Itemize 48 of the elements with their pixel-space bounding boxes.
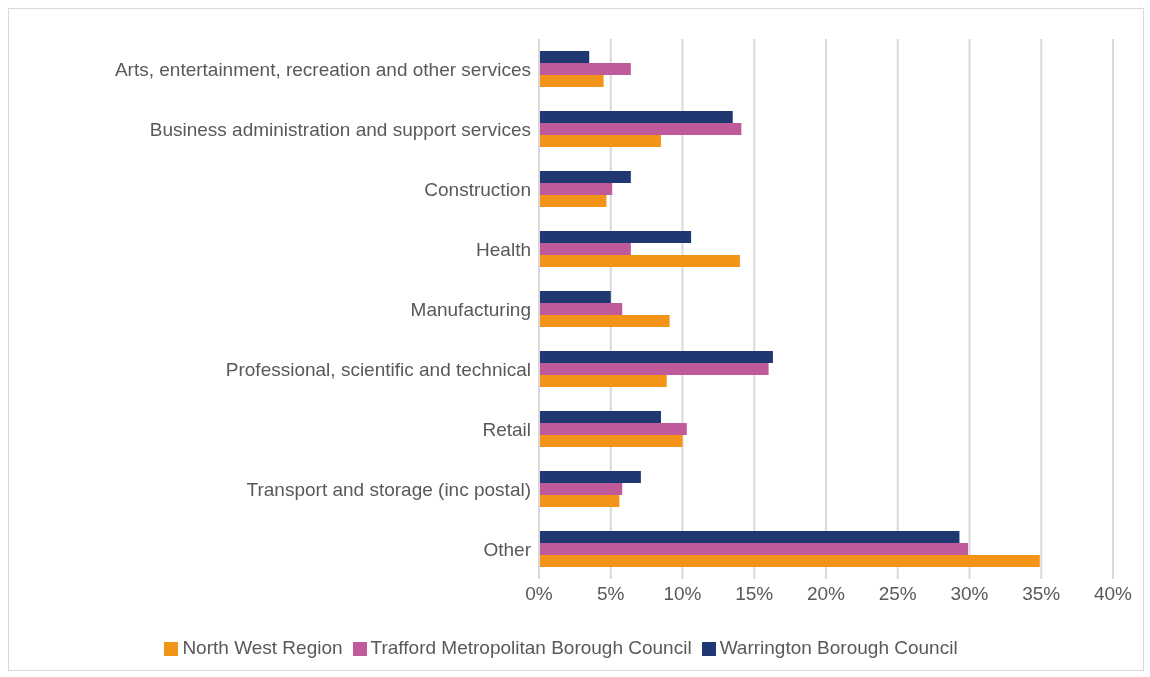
bar: [539, 243, 631, 255]
x-tick-label: 25%: [878, 583, 917, 605]
bar: [539, 411, 661, 423]
legend-label: Warrington Borough Council: [719, 637, 958, 658]
bar: [539, 363, 769, 375]
x-tick-label: 40%: [1093, 583, 1133, 605]
x-tick-label: 10%: [663, 583, 702, 605]
bar: [539, 255, 740, 267]
y-tick-label: Construction: [424, 178, 531, 200]
bar: [539, 543, 969, 555]
bar: [539, 183, 613, 195]
bar: [539, 351, 773, 363]
bar: [539, 135, 661, 147]
y-tick-label: Professional, scientific and technical: [225, 358, 531, 380]
bar: [539, 51, 590, 63]
legend-label: North West Region: [182, 637, 343, 658]
bar: [539, 483, 623, 495]
bar: [539, 303, 623, 315]
bar: [539, 195, 607, 207]
x-tick-label: 5%: [597, 583, 625, 605]
bar: [539, 315, 670, 327]
bar: [539, 111, 733, 123]
bar: [539, 375, 667, 387]
bar: [539, 555, 1040, 567]
bar: [539, 291, 611, 303]
bar: [539, 495, 620, 507]
y-tick-label: Retail: [482, 418, 531, 440]
x-tick-label: 0%: [525, 583, 553, 605]
legend-label: Trafford Metropolitan Borough Council: [370, 637, 692, 658]
bar: [539, 171, 631, 183]
y-tick-label: Health: [476, 238, 531, 260]
x-tick-label: 20%: [806, 583, 846, 605]
bar: [539, 231, 692, 243]
bar: [539, 423, 687, 435]
x-tick-label: 15%: [735, 583, 774, 605]
x-tick-label: 35%: [1022, 583, 1061, 605]
bar: [539, 123, 742, 135]
bar: [539, 63, 631, 75]
bar: [539, 435, 683, 447]
x-tick-label: 30%: [950, 583, 989, 605]
y-tick-label: Arts, entertainment, recreation and other services: [114, 58, 531, 80]
y-tick-label: Transport and storage (inc postal): [246, 478, 531, 500]
bar: [539, 531, 960, 543]
y-tick-label: Other: [483, 538, 532, 560]
bar: [539, 75, 604, 87]
y-tick-label: Manufacturing: [410, 298, 531, 320]
y-tick-label: Business administration and support services: [149, 118, 531, 140]
bar: [539, 471, 641, 483]
